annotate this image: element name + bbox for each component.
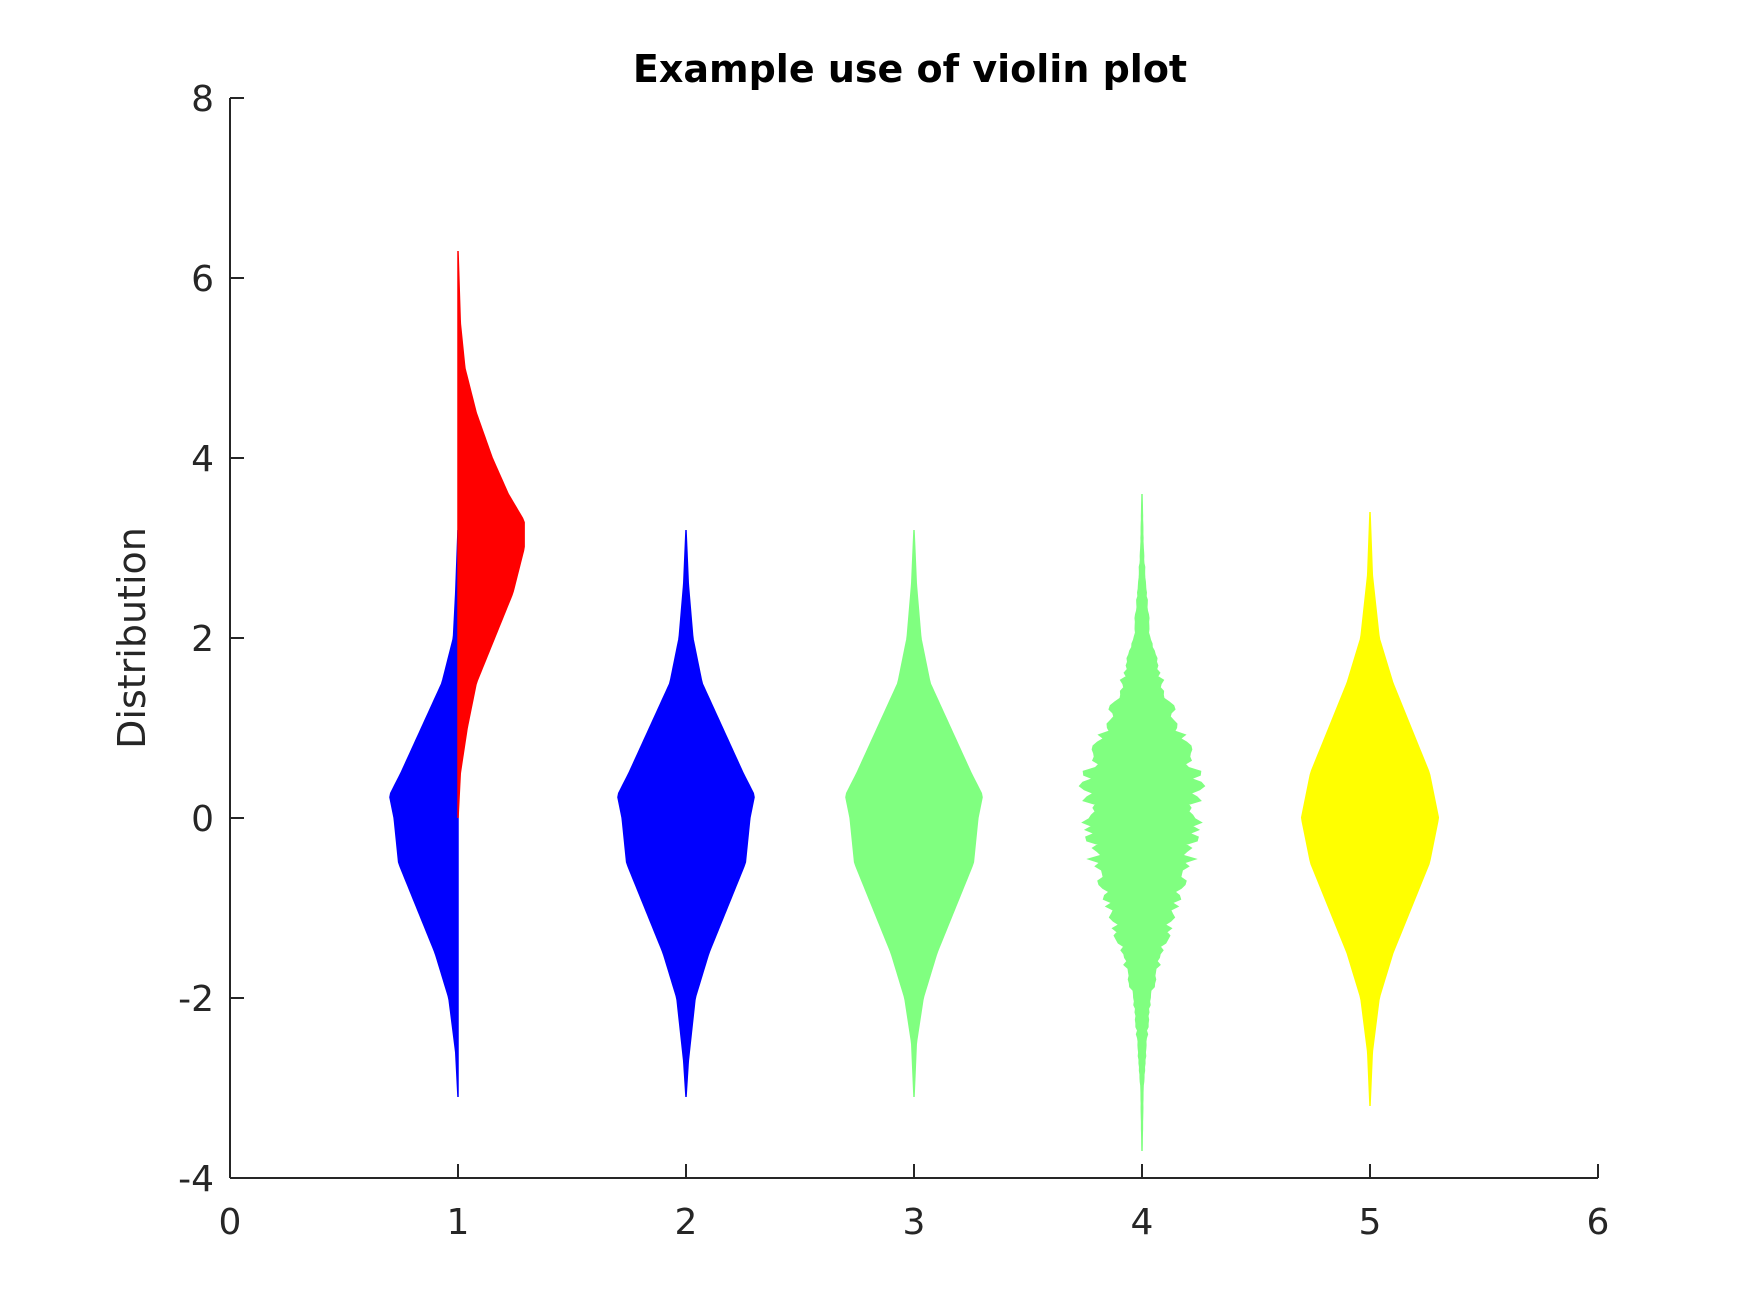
violin-1-right [457,250,525,819]
x-tick-label: 6 [1587,1202,1610,1243]
y-tick-label: 4 [191,439,214,480]
y-tick-label: 0 [191,799,214,840]
x-tick-label: 2 [675,1202,698,1243]
y-tick-label: 2 [191,619,214,660]
violin-5 [1300,511,1440,1107]
x-tick-label: 0 [219,1202,242,1243]
violins-group [389,250,1440,1152]
violin-1-left [389,529,459,1098]
x-tick-label: 1 [447,1202,470,1243]
y-tick-label: -2 [178,979,214,1020]
violin-4 [1078,493,1206,1152]
y-tick-label: 6 [191,259,214,300]
y-tick-label: -4 [178,1159,214,1200]
x-tick-label: 3 [903,1202,926,1243]
axes-group: 0 1 2 3 4 5 6 -4 -2 0 2 4 6 8 [178,79,1609,1243]
x-tick-label: 5 [1359,1202,1382,1243]
y-tick-label: 8 [191,79,214,120]
x-tick-label: 4 [1131,1202,1154,1243]
violin-3 [845,529,983,1098]
violin-2 [617,529,755,1098]
y-axis-label: Distribution [110,527,154,749]
chart-title: Example use of violin plot [633,47,1187,91]
